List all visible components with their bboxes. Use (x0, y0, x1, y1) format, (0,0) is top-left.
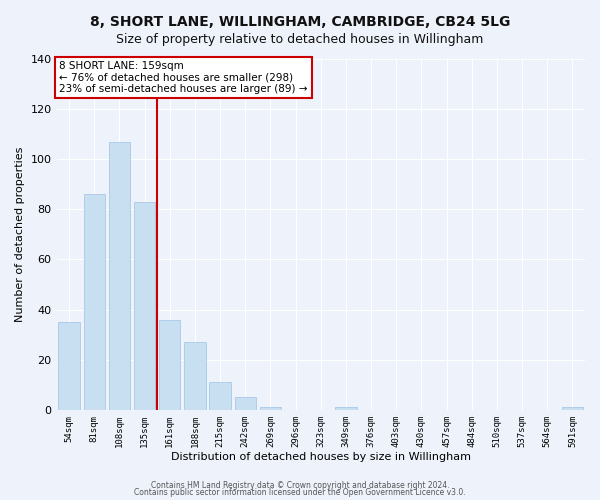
Bar (109, 142, 130, 410)
Text: Contains public sector information licensed under the Open Government Licence v3: Contains public sector information licen… (134, 488, 466, 497)
Bar (134, 202, 155, 410)
Bar (159, 320, 181, 410)
Text: Contains HM Land Registry data © Crown copyright and database right 2024.: Contains HM Land Registry data © Crown c… (151, 480, 449, 490)
Bar (184, 342, 206, 410)
Text: Size of property relative to detached houses in Willingham: Size of property relative to detached ho… (116, 32, 484, 46)
Text: 8, SHORT LANE, WILLINGHAM, CAMBRIDGE, CB24 5LG: 8, SHORT LANE, WILLINGHAM, CAMBRIDGE, CB… (90, 15, 510, 29)
X-axis label: Distribution of detached houses by size in Willingham: Distribution of detached houses by size … (171, 452, 471, 462)
Bar (235, 398, 256, 410)
Bar (562, 408, 583, 410)
Bar (260, 408, 281, 410)
Text: 8 SHORT LANE: 159sqm
← 76% of detached houses are smaller (298)
23% of semi-deta: 8 SHORT LANE: 159sqm ← 76% of detached h… (59, 61, 308, 94)
Y-axis label: Number of detached properties: Number of detached properties (15, 146, 25, 322)
Bar (209, 382, 231, 410)
Bar (335, 408, 356, 410)
Bar (58, 322, 80, 410)
Bar (83, 194, 105, 410)
